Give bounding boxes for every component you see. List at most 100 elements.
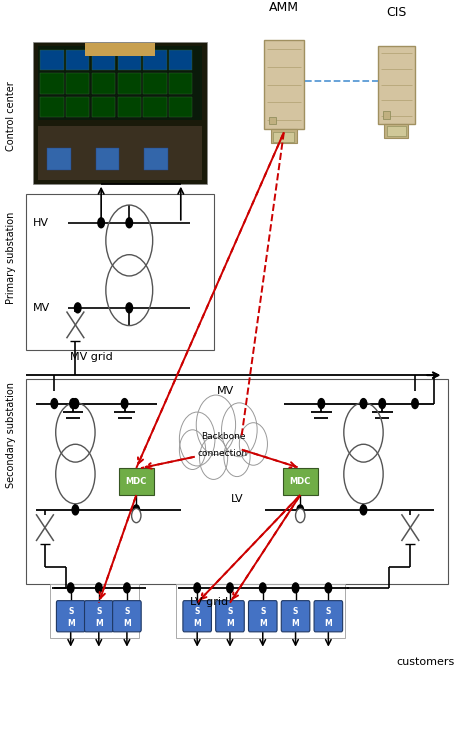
Bar [92, 97, 115, 117]
Bar [383, 111, 390, 118]
Text: M: M [95, 619, 103, 628]
Bar [271, 129, 297, 143]
Bar [283, 468, 318, 495]
Text: M: M [123, 619, 131, 628]
Text: S: S [228, 607, 233, 617]
Bar [26, 379, 448, 584]
Bar [169, 74, 192, 93]
Circle shape [239, 422, 267, 465]
Text: MV: MV [33, 302, 50, 313]
Bar [26, 194, 214, 350]
Bar [66, 74, 90, 93]
Circle shape [70, 399, 76, 408]
Bar [118, 468, 154, 495]
Circle shape [297, 505, 303, 515]
Text: MDC: MDC [126, 477, 147, 486]
FancyBboxPatch shape [183, 601, 211, 631]
Circle shape [98, 218, 104, 227]
Bar [143, 74, 167, 93]
Bar [40, 74, 64, 93]
FancyBboxPatch shape [281, 601, 310, 631]
Text: S: S [326, 607, 331, 617]
Bar [50, 584, 138, 637]
Bar [40, 50, 64, 70]
Text: MV: MV [217, 386, 234, 396]
FancyBboxPatch shape [216, 601, 244, 631]
Text: AMM: AMM [269, 1, 299, 14]
Circle shape [133, 505, 139, 515]
Bar [143, 97, 167, 117]
Text: S: S [96, 607, 101, 617]
FancyBboxPatch shape [113, 601, 141, 631]
Circle shape [224, 437, 250, 477]
Text: M: M [226, 619, 234, 628]
Circle shape [360, 505, 367, 515]
Text: S: S [293, 607, 298, 617]
Circle shape [194, 583, 201, 593]
Circle shape [227, 583, 233, 593]
Bar [264, 40, 304, 129]
Bar [273, 132, 294, 141]
Bar [38, 127, 202, 180]
Bar [96, 149, 119, 169]
Text: M: M [292, 619, 300, 628]
Text: MDC: MDC [290, 477, 311, 486]
Text: CIS: CIS [386, 6, 407, 18]
Text: Backbone: Backbone [201, 432, 245, 442]
Bar [92, 74, 115, 93]
Bar [66, 97, 90, 117]
Bar [384, 124, 408, 138]
Bar [176, 584, 345, 637]
Circle shape [200, 437, 228, 479]
Text: Primary substation: Primary substation [6, 212, 16, 305]
FancyBboxPatch shape [84, 601, 113, 631]
Text: MV grid: MV grid [71, 353, 113, 363]
Circle shape [259, 583, 266, 593]
Bar [33, 42, 207, 184]
Text: M: M [259, 619, 267, 628]
Bar [118, 50, 141, 70]
FancyBboxPatch shape [56, 601, 85, 631]
Text: connection: connection [198, 449, 248, 458]
Text: Secondary substation: Secondary substation [6, 383, 16, 489]
FancyBboxPatch shape [248, 601, 277, 631]
Circle shape [296, 509, 305, 523]
Circle shape [379, 399, 385, 408]
Circle shape [325, 583, 332, 593]
Circle shape [179, 412, 215, 466]
Circle shape [126, 218, 133, 227]
Text: LV grid: LV grid [190, 597, 228, 607]
Bar [118, 74, 141, 93]
Circle shape [179, 430, 206, 470]
Circle shape [67, 583, 74, 593]
Bar [269, 117, 276, 124]
Bar [378, 46, 415, 124]
Circle shape [51, 399, 57, 408]
Bar [85, 43, 155, 56]
Circle shape [121, 399, 128, 408]
Bar [38, 46, 202, 120]
Bar [144, 149, 167, 169]
Circle shape [72, 399, 79, 408]
Text: M: M [325, 619, 332, 628]
Bar [66, 50, 90, 70]
Bar [92, 50, 115, 70]
Text: HV: HV [33, 218, 49, 227]
Text: LV: LV [231, 495, 243, 504]
Circle shape [126, 303, 133, 313]
Circle shape [74, 303, 81, 313]
Text: S: S [68, 607, 73, 617]
Bar [169, 50, 192, 70]
Text: customers: customers [396, 657, 455, 668]
Bar [47, 149, 71, 169]
Circle shape [412, 399, 418, 408]
Bar [169, 97, 192, 117]
Bar [387, 127, 406, 136]
Circle shape [221, 403, 257, 457]
Text: Control center: Control center [6, 82, 16, 152]
Text: M: M [67, 619, 74, 628]
Circle shape [72, 505, 79, 515]
Circle shape [96, 583, 102, 593]
FancyBboxPatch shape [314, 601, 343, 631]
Circle shape [124, 583, 130, 593]
